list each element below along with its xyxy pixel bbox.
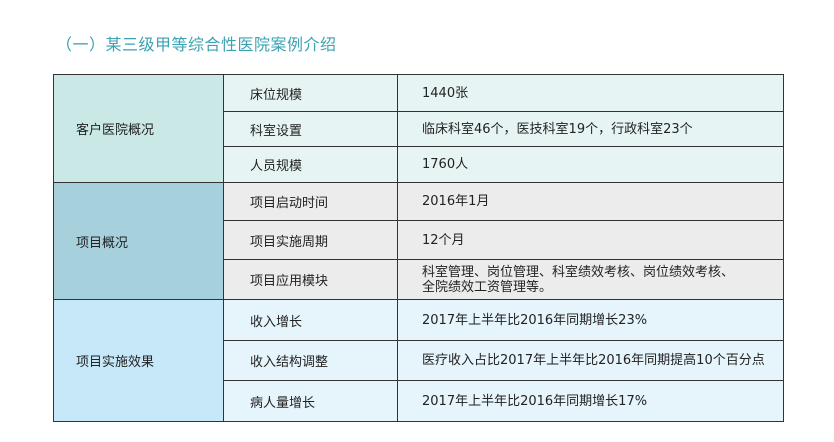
item-value: 医疗收入占比2017年上半年比2016年同期提高10个百分点 — [397, 340, 784, 381]
item-label: 项目应用模块 — [223, 259, 398, 300]
item-label: 人员规模 — [223, 146, 398, 183]
table-row: 病人量增长 2017年上半年比2016年同期增长17% — [54, 380, 784, 422]
table-row: 项目概况 项目启动时间 2016年1月 — [53, 182, 784, 300]
item-value: 2017年上半年比2016年同期增长23% — [397, 299, 784, 341]
item-label: 收入结构调整 — [223, 340, 398, 381]
item-label: 项目启动时间 — [223, 182, 398, 221]
item-label: 床位规模 — [223, 74, 398, 112]
item-value-line: 科室管理、岗位管理、科室绩效考核、岗位绩效考核、 — [422, 264, 735, 280]
table-row: 科室设置 临床科室46个，医技科室19个，行政科室23个 — [54, 111, 784, 147]
item-value: 科室管理、岗位管理、科室绩效考核、岗位绩效考核、 全院绩效工资管理等。 — [397, 259, 784, 300]
case-table: 客户医院概况 床位规模 1440张 科室设置 临床科室46个，医技科室19个，行… — [53, 74, 784, 422]
item-value: 临床科室46个，医技科室19个，行政科室23个 — [397, 111, 784, 147]
table-row: 人员规模 1760人 — [54, 146, 784, 183]
item-value: 2017年上半年比2016年同期增长17% — [397, 380, 784, 422]
item-value: 2016年1月 — [397, 182, 784, 221]
item-label: 科室设置 — [223, 111, 398, 147]
table-row: 项目实施周期 12个月 — [54, 220, 784, 260]
table-row: 客户医院概况 床位规模 1440张 — [53, 74, 784, 183]
table-row: 项目应用模块 科室管理、岗位管理、科室绩效考核、岗位绩效考核、 全院绩效工资管理… — [54, 259, 784, 300]
group-label: 项目实施效果 — [53, 299, 224, 422]
item-value: 1440张 — [397, 74, 784, 112]
item-value-line: 全院绩效工资管理等。 — [422, 279, 553, 295]
table-row: 收入结构调整 医疗收入占比2017年上半年比2016年同期提高10个百分点 — [54, 340, 784, 381]
item-label: 病人量增长 — [223, 380, 398, 422]
group-label: 项目概况 — [53, 182, 224, 300]
item-value: 1760人 — [397, 146, 784, 183]
table-row: 项目实施效果 收入增长 2017年上半年比2016年同期增长23% — [53, 299, 784, 422]
group-label: 客户医院概况 — [53, 74, 224, 183]
item-value: 12个月 — [397, 220, 784, 260]
item-label: 项目实施周期 — [223, 220, 398, 260]
item-label: 收入增长 — [223, 299, 398, 341]
section-title: （一）某三级甲等综合性医院案例介绍 — [56, 35, 337, 54]
